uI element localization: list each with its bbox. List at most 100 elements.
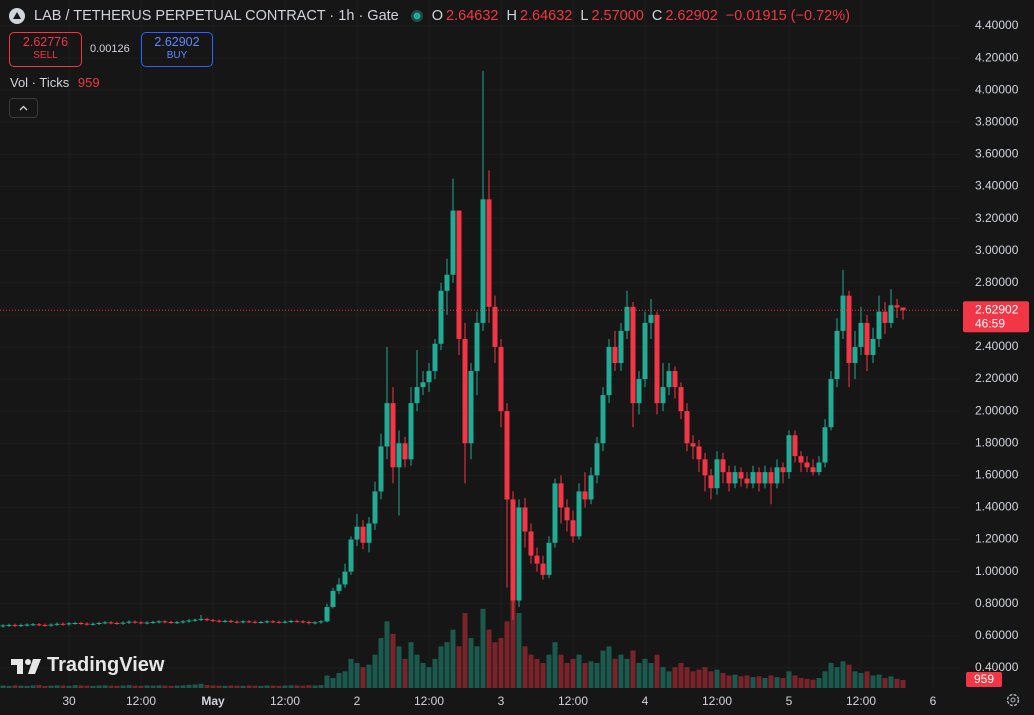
candle-body (858, 322, 864, 347)
volume-bar (870, 675, 876, 688)
volume-bar (60, 685, 66, 688)
volume-bar (216, 685, 222, 688)
candle-body (288, 621, 294, 623)
candle-body (414, 387, 420, 404)
volume-bar (834, 667, 840, 688)
candle-body (492, 306, 498, 347)
candle-body (102, 622, 108, 624)
volume-bar (852, 671, 858, 688)
candle-body (696, 446, 702, 460)
candle-body (72, 623, 78, 625)
volume-bar (162, 685, 168, 688)
volume-bar (456, 646, 462, 688)
candle-body (870, 338, 876, 355)
y-tick-label: 4.20000 (975, 50, 1019, 64)
volume-bar (594, 663, 600, 688)
volume-bar (588, 661, 594, 688)
candle-body (84, 623, 90, 625)
candle-body (258, 622, 264, 624)
candle-body (192, 619, 198, 621)
volume-bar (822, 671, 828, 688)
volume-bar (744, 675, 750, 688)
candle-body (810, 467, 816, 473)
candle-body (876, 311, 882, 339)
volume-indicator-label: Vol · Ticks (10, 75, 70, 90)
legend-close-label: C (651, 8, 663, 24)
candle-body (468, 371, 474, 444)
candle-body (276, 621, 282, 623)
volume-bar (462, 613, 468, 688)
volume-bar (210, 685, 216, 688)
volume-bar (552, 642, 558, 688)
candle-body (852, 346, 858, 364)
volume-bar (108, 685, 114, 688)
candle-body (438, 290, 444, 344)
volume-bar (204, 685, 210, 688)
candle-body (18, 625, 24, 627)
volume-bar (510, 588, 516, 688)
candle-body (42, 624, 48, 626)
volume-bar (828, 663, 834, 688)
y-tick-label: 2.40000 (975, 339, 1019, 353)
buy-label: BUY (166, 50, 188, 61)
chart-title: LAB / TETHERUS PERPETUAL CONTRACT · 1h ·… (34, 8, 399, 24)
candle-body (294, 621, 300, 623)
y-tick-label: 2.20000 (975, 371, 1019, 385)
candle-body (24, 624, 30, 626)
volume-bar (312, 685, 318, 688)
candle-body (228, 620, 234, 622)
candle-body (714, 459, 720, 489)
candle-body (426, 371, 432, 383)
y-tick-label: 1.60000 (975, 468, 1019, 482)
candle-body (762, 472, 768, 484)
candle-body (534, 555, 540, 564)
candle-body (738, 472, 744, 479)
candle-body (480, 199, 486, 323)
candle-body (168, 622, 174, 624)
candle-body (594, 443, 600, 476)
candle-body (336, 584, 342, 591)
candle-body (798, 456, 804, 463)
candle-body (450, 210, 456, 275)
candle-body (318, 621, 324, 623)
candle-body (396, 443, 402, 468)
collapse-button[interactable] (9, 98, 38, 118)
volume-bar (390, 633, 396, 688)
settings-icon[interactable] (1004, 691, 1022, 709)
candle-body (894, 305, 900, 308)
y-tick-label: 1.40000 (975, 500, 1019, 514)
candle-body (660, 387, 666, 404)
candle-body (552, 483, 558, 543)
x-tick-label: 5 (786, 694, 793, 708)
y-tick-label: 3.20000 (975, 211, 1019, 225)
volume-bar (696, 669, 702, 688)
candle-body (108, 622, 114, 624)
volume-bar (360, 667, 366, 688)
volume-bar (378, 638, 384, 688)
volume-bar (762, 678, 768, 688)
candle-body (282, 621, 288, 623)
candle-body (354, 526, 360, 540)
volume-bar (414, 654, 420, 688)
volume-bar (888, 676, 894, 688)
volume-bar (258, 685, 264, 688)
candle-body (66, 623, 72, 625)
candle-body (48, 624, 54, 626)
volume-bar (36, 685, 42, 688)
candle-body (576, 491, 582, 537)
candle-body (12, 624, 18, 626)
sell-button[interactable]: 2.62776 SELL (9, 32, 82, 67)
logo-text: TradingView (47, 654, 165, 676)
candle-body (774, 467, 780, 484)
candle-body (312, 622, 318, 624)
candle-body (768, 472, 774, 484)
buy-button[interactable]: 2.62902 BUY (141, 32, 213, 67)
volume-bar (714, 669, 720, 688)
x-tick-label: 12:00 (414, 694, 444, 708)
y-tick-label: 3.60000 (975, 147, 1019, 161)
y-tick-label: 3.40000 (975, 179, 1019, 193)
volume-bar (690, 671, 696, 688)
volume-bar (84, 685, 90, 688)
volume-bar (582, 663, 588, 688)
